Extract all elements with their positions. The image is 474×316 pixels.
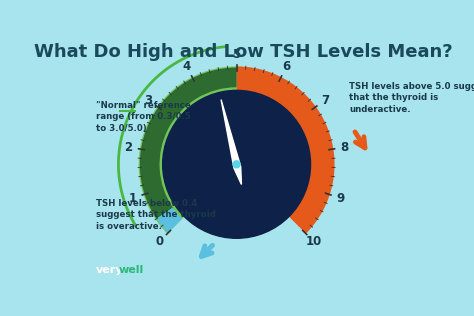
- Circle shape: [163, 90, 310, 238]
- Wedge shape: [163, 90, 310, 216]
- Polygon shape: [221, 100, 241, 185]
- Wedge shape: [140, 68, 237, 219]
- Text: 7: 7: [321, 94, 329, 106]
- Text: 6: 6: [282, 60, 291, 73]
- Text: 0: 0: [155, 235, 164, 248]
- Text: TSH levels below 0.4
suggest that the thyroid
is overactive.: TSH levels below 0.4 suggest that the th…: [96, 198, 216, 231]
- Circle shape: [233, 161, 240, 168]
- Wedge shape: [184, 164, 289, 238]
- Text: 1: 1: [128, 191, 137, 204]
- Text: 2: 2: [125, 141, 133, 154]
- Text: well: well: [119, 265, 144, 275]
- Text: 4: 4: [183, 60, 191, 73]
- Wedge shape: [237, 66, 335, 234]
- Text: 8: 8: [340, 141, 349, 154]
- Text: very: very: [96, 265, 124, 275]
- Text: 10: 10: [306, 235, 322, 248]
- Text: 3: 3: [144, 94, 152, 106]
- Text: TSH levels above 5.0 suggest
that the thyroid is
underactive.: TSH levels above 5.0 suggest that the th…: [349, 82, 474, 114]
- Text: 5: 5: [232, 48, 241, 62]
- Text: 9: 9: [337, 191, 345, 204]
- Wedge shape: [139, 66, 237, 234]
- Text: "Normal" reference
range (from 0.3/0.5
to 3.0/5.0): "Normal" reference range (from 0.3/0.5 t…: [96, 100, 191, 133]
- Polygon shape: [235, 167, 241, 185]
- Wedge shape: [156, 208, 182, 233]
- Text: What Do High and Low TSH Levels Mean?: What Do High and Low TSH Levels Mean?: [34, 43, 452, 61]
